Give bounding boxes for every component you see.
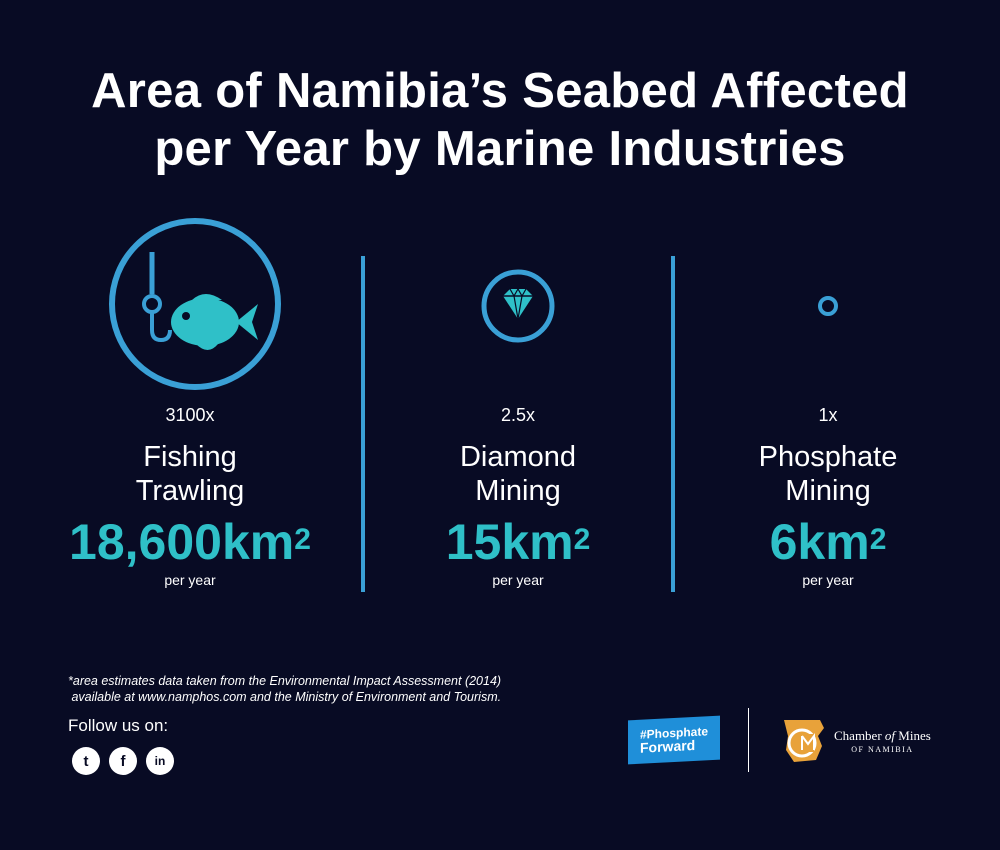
column-divider [361,256,365,592]
area-value: 15km2 [368,514,668,570]
industry-name: Diamond Mining [368,440,668,508]
title-line-2: per Year by Marine Industries [154,122,846,176]
social-links: t f in [72,747,174,775]
fish-hook-icon [40,212,340,402]
logo-divider [748,708,749,772]
area-number: 18,600km [69,514,295,570]
unit-label: per year [492,572,544,588]
industry-name: Fishing Trawling [40,440,340,508]
multiplier: 2.5x [500,405,536,425]
chamber-name-a: Chamber [834,728,885,743]
chamber-name-of: of [884,728,896,743]
area-number: 15km [445,514,574,570]
footnote-line-2: available at www.namphos.com and the Min… [68,690,502,704]
column-divider [671,256,675,592]
area-value: 6km2 [678,514,978,570]
industry-name-line-2: Mining [475,475,561,507]
chamber-name-b: Mines [895,728,931,743]
footnote: *area estimates data taken from the Envi… [68,673,501,705]
area-number: 6km [769,514,870,570]
column-phosphate-mining: 1x Phosphate Mining 6km2 per year [678,212,978,588]
facebook-icon[interactable]: f [109,747,137,775]
column-diamond-mining: 2.5x Diamond Mining 15km2 per year [368,212,668,588]
area-superscript: 2 [869,523,887,556]
phosphate-forward-logo: #Phosphate Forward [628,715,720,765]
page-title: Area of Namibia’s Seabed Affected per Ye… [0,62,1000,178]
industry-name-line-1: Fishing [143,441,237,473]
unit-label: per year [802,572,854,588]
logo-text-line-2: Forward [640,736,696,756]
unit-label: per year [164,572,216,588]
area-superscript: 2 [294,523,311,556]
title-line-1: Area of Namibia’s Seabed Affected [91,64,909,118]
twitter-icon[interactable]: t [72,747,100,775]
chamber-of-mines-emblem [780,716,830,771]
industry-name-line-2: Trawling [135,475,245,507]
industry-name-line-2: Mining [785,475,871,507]
chamber-of-mines-logo: Chamber of Mines OF NAMIBIA [834,729,931,757]
multiplier: 1x [818,405,838,425]
diamond-icon [368,212,668,402]
small-circle-icon [678,212,978,402]
linkedin-icon[interactable]: in [146,747,174,775]
area-superscript: 2 [573,523,591,556]
follow-label: Follow us on: [68,716,169,735]
footnote-line-1: *area estimates data taken from the Envi… [68,674,502,688]
industry-name-line-1: Diamond [459,441,577,473]
column-fishing-trawling: 3100x Fishing Trawling 18,600km2 per yea… [40,212,340,588]
area-value: 18,600km2 [40,514,340,570]
chamber-subtitle: OF NAMIBIA [851,745,914,754]
industry-name-line-1: Phosphate [758,441,898,473]
multiplier: 3100x [165,405,215,425]
industry-name: Phosphate Mining [678,440,978,508]
